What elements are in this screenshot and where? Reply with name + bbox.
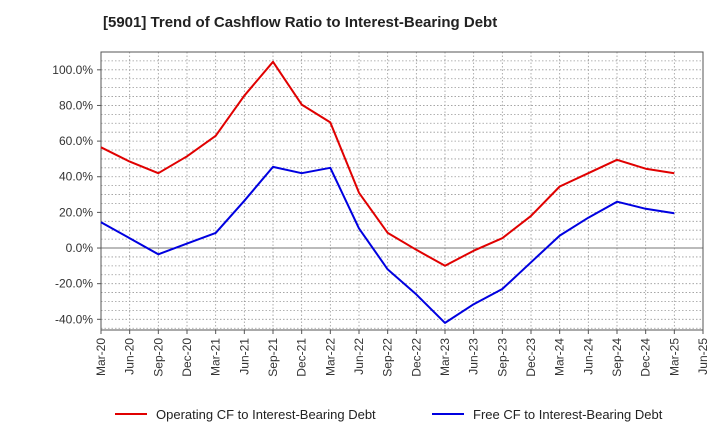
x-tick-label: Dec-21 xyxy=(295,338,309,377)
x-tick-label: Mar-22 xyxy=(323,338,337,376)
x-tick-label: Mar-25 xyxy=(667,338,681,376)
x-tick-label: Sep-22 xyxy=(381,338,395,377)
x-tick-label: Sep-20 xyxy=(151,338,165,377)
plot-area xyxy=(100,51,704,331)
x-tick-label: Mar-23 xyxy=(438,338,452,376)
x-tick-label: Jun-24 xyxy=(581,338,595,375)
x-tick-label: Dec-20 xyxy=(180,338,194,377)
x-axis: Mar-20 Jun-20 Sep-20 Dec-20 Mar-21 Jun-21 Sep-… xyxy=(94,330,710,377)
y-tick-label: 80.0% xyxy=(59,98,93,112)
y-tick-label: 40.0% xyxy=(59,170,93,184)
operating-cf-line xyxy=(100,60,675,267)
x-tick-label: Dec-22 xyxy=(409,338,423,377)
y-tick-label: 0.0% xyxy=(66,241,94,255)
legend: Operating CF to Interest-Bearing Debt Fre… xyxy=(115,407,663,422)
x-tick-label: Jun-21 xyxy=(237,338,251,375)
x-tick-label: Dec-24 xyxy=(639,338,653,377)
y-tick-label: -40.0% xyxy=(55,312,93,326)
x-tick-label: Mar-21 xyxy=(209,338,223,376)
x-tick-label: Mar-20 xyxy=(94,338,108,376)
x-tick-label: Mar-24 xyxy=(553,338,567,376)
series xyxy=(100,60,675,324)
x-tick-label: Jun-20 xyxy=(123,338,137,375)
x-tick-label: Sep-24 xyxy=(610,338,624,377)
x-tick-label: Sep-21 xyxy=(266,338,280,377)
grid xyxy=(100,51,704,330)
y-tick-label: 100.0% xyxy=(52,63,93,77)
x-tick-label: Sep-23 xyxy=(495,338,509,377)
y-tick-label: -20.0% xyxy=(55,277,93,291)
legend-label: Free CF to Interest-Bearing Debt xyxy=(473,407,663,422)
x-tick-label: Jun-22 xyxy=(352,338,366,375)
x-tick-label: Dec-23 xyxy=(524,338,538,377)
x-tick-label: Jun-25 xyxy=(696,338,710,375)
y-tick-label: 20.0% xyxy=(59,205,93,219)
y-tick-label: 60.0% xyxy=(59,134,93,148)
free-cf-line xyxy=(100,165,675,324)
x-tick-label: Jun-23 xyxy=(467,338,481,375)
legend-label: Operating CF to Interest-Bearing Debt xyxy=(156,407,376,422)
chart-title: [5901] Trend of Cashflow Ratio to Intere… xyxy=(103,14,498,31)
y-axis: -40.0% -20.0% 0.0% 20.0% 40.0% 60.0% 80.0% 100.… xyxy=(52,63,101,326)
